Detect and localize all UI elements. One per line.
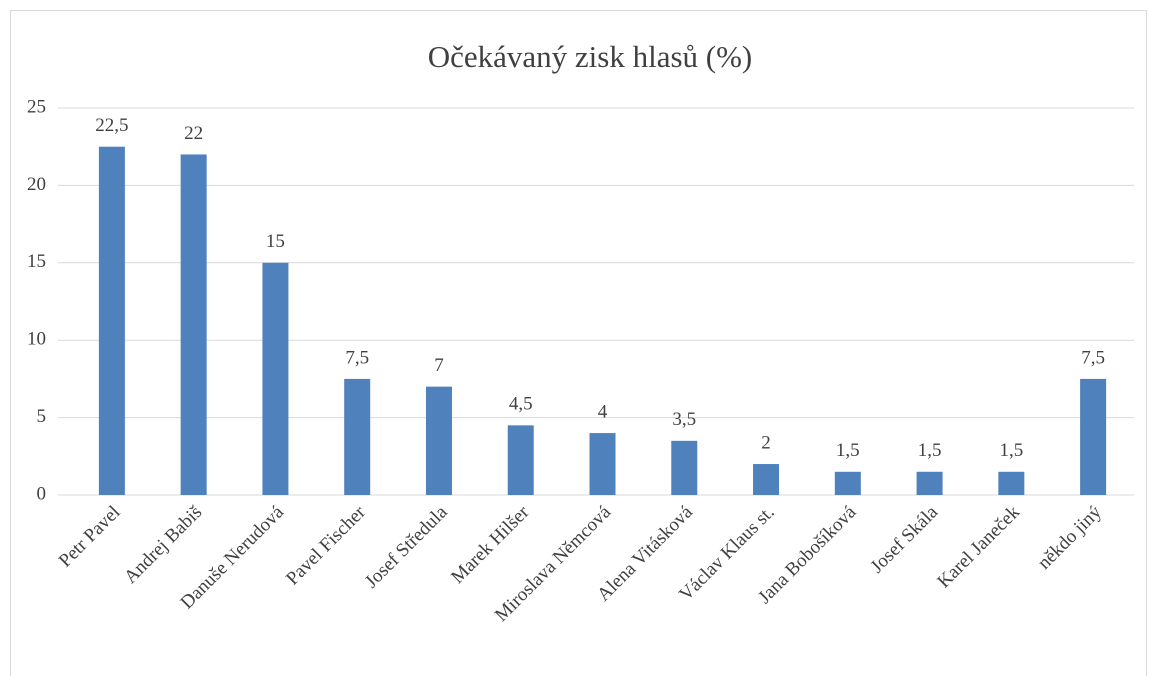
value-label: 15 <box>266 231 285 252</box>
value-label: 1,5 <box>836 440 860 461</box>
y-tick-label: 10 <box>27 329 46 350</box>
value-label: 7,5 <box>345 347 369 368</box>
y-tick-label: 5 <box>37 406 47 427</box>
bar <box>998 471 1025 495</box>
bar <box>916 471 943 495</box>
bar <box>425 386 452 495</box>
bar <box>834 471 861 495</box>
bar <box>262 262 289 495</box>
bar <box>180 154 207 495</box>
value-label: 1,5 <box>999 440 1023 461</box>
bar <box>98 146 125 495</box>
bar <box>671 440 698 495</box>
value-label: 1,5 <box>918 440 942 461</box>
bar <box>589 433 616 495</box>
value-label: 4,5 <box>509 394 533 415</box>
bar <box>753 464 780 495</box>
value-label: 22 <box>184 123 203 144</box>
value-label: 7 <box>434 355 444 376</box>
y-tick-label: 15 <box>27 251 46 272</box>
y-tick-label: 20 <box>27 174 46 195</box>
bar <box>507 425 534 495</box>
y-tick-label: 25 <box>27 96 46 117</box>
value-label: 22,5 <box>95 115 128 136</box>
value-label: 7,5 <box>1081 347 1105 368</box>
value-label: 2 <box>761 432 771 453</box>
value-label: 4 <box>598 401 608 422</box>
value-label: 3,5 <box>672 409 696 430</box>
bar <box>1080 378 1107 495</box>
bar <box>344 378 371 495</box>
y-tick-label: 0 <box>37 483 47 504</box>
chart-title: Očekávaný zisk hlasů (%) <box>428 39 753 74</box>
